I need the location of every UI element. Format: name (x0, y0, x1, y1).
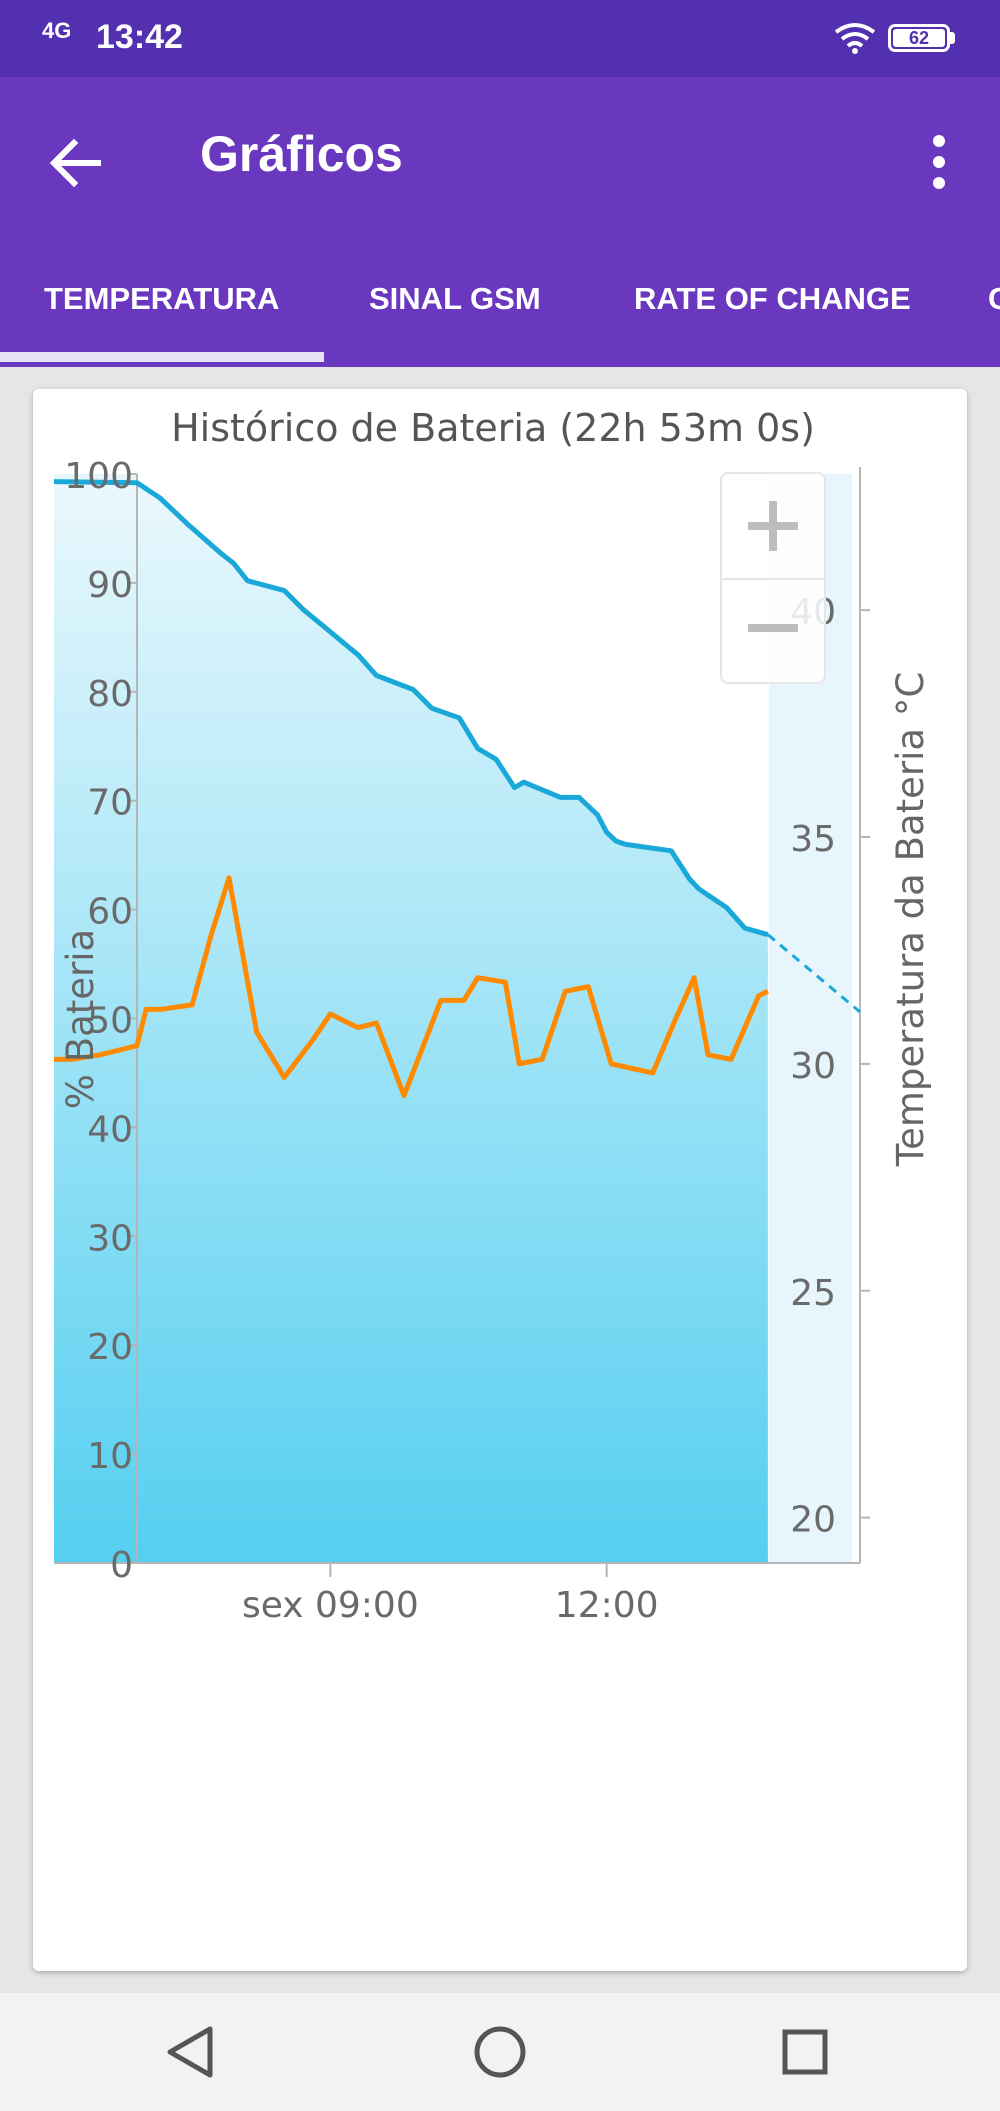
home-nav-icon[interactable] (465, 2017, 535, 2087)
recents-nav-icon[interactable] (770, 2017, 840, 2087)
app-bar: Gráficos (0, 77, 1000, 237)
y-left-tick-label: 70 (87, 783, 133, 824)
tab-sinal-gsm[interactable]: SINAL GSM (369, 281, 541, 316)
chart-card: 10090807060504030201004035302520sex 09:0… (33, 389, 967, 1971)
battery-history-chart[interactable]: 10090807060504030201004035302520sex 09:0… (33, 389, 967, 1971)
wifi-icon (834, 23, 876, 54)
y-right-tick-label: 20 (790, 1500, 836, 1541)
x-tick-label: sex 09:00 (242, 1585, 419, 1626)
battery-icon: 62 (888, 24, 950, 52)
tab-rate-of-change[interactable]: RATE OF CHANGE (634, 281, 911, 316)
y-left-tick-label: 80 (87, 674, 133, 715)
battery-area-fill (54, 481, 768, 1563)
chart-title: Histórico de Bateria (22h 53m 0s) (171, 406, 815, 450)
zoom-in-button[interactable] (722, 474, 824, 580)
zoom-out-button[interactable] (722, 578, 824, 682)
x-tick-label: 12:00 (555, 1585, 659, 1626)
status-bar: 4G 13:42 62 (0, 0, 1000, 77)
y-right-axis-label: Temperatura da Bateria °C (889, 672, 932, 1167)
tab-next[interactable]: C (988, 281, 1000, 316)
back-nav-icon[interactable] (158, 2017, 228, 2087)
y-left-tick-label: 30 (87, 1218, 133, 1259)
battery-tip (950, 32, 955, 44)
y-left-tick-label: 50 (87, 1001, 133, 1042)
page-title: Gráficos (200, 126, 403, 182)
battery-level: 62 (908, 28, 930, 48)
y-left-tick-label: 10 (87, 1436, 133, 1477)
y-left-tick-label: 0 (110, 1545, 133, 1586)
temperature-line (54, 875, 769, 1099)
y-left-tick-label: 20 (87, 1327, 133, 1368)
y-right-tick-label: 30 (790, 1046, 836, 1087)
tab-indicator (0, 352, 324, 362)
tab-temperatura[interactable]: TEMPERATURA (44, 281, 280, 316)
y-left-tick-label: 40 (87, 1109, 133, 1150)
y-left-tick-label: 90 (87, 565, 133, 606)
y-left-tick-label: 100 (64, 456, 133, 497)
y-left-axis-label: % Bateria (59, 929, 102, 1109)
arrow-left-icon[interactable] (44, 129, 112, 197)
signal-indicator: 4G (42, 18, 72, 43)
battery-line (53, 479, 769, 938)
status-time: 13:42 (96, 18, 183, 56)
zoom-controls (720, 472, 826, 684)
battery-forecast-line (766, 933, 861, 1014)
navigation-bar (0, 1993, 1000, 2111)
y-right-tick-label: 25 (790, 1273, 836, 1314)
tab-bar: TEMPERATURA SINAL GSM RATE OF CHANGE C (0, 237, 1000, 367)
y-right-tick-label: 35 (790, 819, 836, 860)
y-left-tick-label: 60 (87, 892, 133, 933)
more-vertical-icon[interactable] (916, 127, 962, 197)
